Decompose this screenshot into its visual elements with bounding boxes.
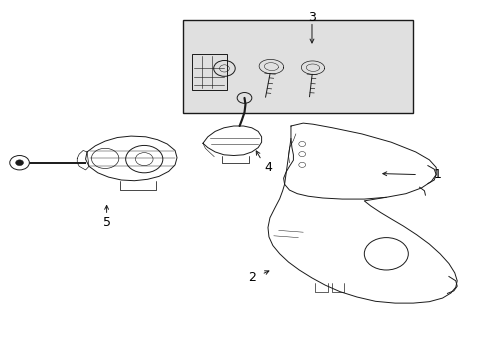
Text: 2: 2 (247, 271, 255, 284)
Bar (191, 54, 226, 90)
Text: 1: 1 (433, 168, 441, 181)
Bar (183, 20, 412, 113)
Text: 5: 5 (102, 216, 110, 229)
Text: 3: 3 (307, 11, 315, 24)
Circle shape (10, 156, 29, 170)
Circle shape (16, 160, 23, 166)
Text: 4: 4 (264, 161, 271, 174)
